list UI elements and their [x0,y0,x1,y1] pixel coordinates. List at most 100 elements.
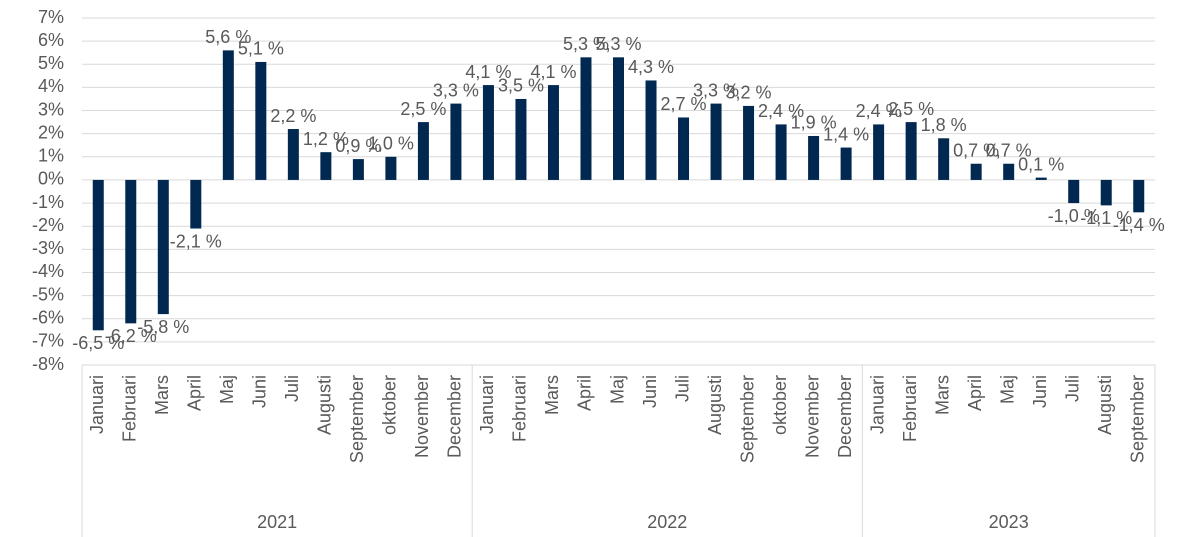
value-label: 1,0 % [368,134,414,154]
bar [287,129,299,180]
x-tick-label: December [835,375,855,458]
bar [840,147,852,180]
x-tick-label: April [965,375,985,411]
bar [450,103,462,180]
y-tick-label: -5% [32,284,64,304]
x-tick-label: September [1127,375,1147,463]
bar [970,163,982,180]
y-tick-label: 0% [38,169,64,189]
bar [385,156,397,180]
y-tick-label: 3% [38,99,64,119]
value-label: 3,3 % [433,80,479,100]
bar [613,57,624,180]
bar [743,105,755,180]
bar [1003,163,1015,180]
bar [775,124,787,180]
x-tick-label: Maj [607,375,627,404]
x-tick-label: Februari [120,375,140,442]
x-tick-label: Maj [217,375,237,404]
bar [320,152,332,180]
y-tick-label: -2% [32,215,64,235]
bar [1133,179,1145,213]
bar [710,103,722,180]
x-tick-label: oktober [770,375,790,435]
y-tick-label: -6% [32,307,64,327]
value-label: -1,0 % [1048,206,1100,226]
value-label: 5,3 % [563,34,609,54]
bar [1035,177,1047,180]
x-tick-label: Maj [997,375,1017,404]
value-label: 5,6 % [205,27,251,47]
value-label: 3,2 % [726,83,772,103]
value-label: 2,5 % [400,99,446,119]
value-label: 2,4 % [856,101,902,121]
bar [352,159,364,180]
value-label: 3,5 % [498,76,544,96]
value-label: -5,8 % [137,317,189,337]
y-tick-label: 6% [38,30,64,50]
value-label: 5,3 % [595,34,641,54]
value-label: 4,3 % [628,57,674,77]
value-label: 0,7 % [986,140,1032,160]
value-label: 1,9 % [791,113,837,133]
x-tick-label: Juli [282,375,302,402]
bar [580,57,592,180]
x-tick-label: Januari [867,375,887,434]
x-tick-label: November [802,375,822,458]
y-tick-label: 7% [38,7,64,27]
bar [92,179,104,331]
x-tick-label: Februari [900,375,920,442]
value-label: 5,1 % [238,39,284,59]
value-label: 3,3 % [693,80,739,100]
y-tick-label: 1% [38,146,64,166]
x-tick-label: Augusti [315,375,335,435]
y-tick-label: 4% [38,76,64,96]
bar [645,80,657,180]
x-tick-label: Augusti [1095,375,1115,435]
bar [482,85,494,180]
value-label: 1,4 % [823,124,869,144]
y-tick-label: -3% [32,238,64,258]
bar [873,124,885,180]
value-label: -6,5 % [72,333,124,353]
bar [808,135,820,180]
bar [222,50,234,180]
bar [125,179,137,324]
value-label: -1,1 % [1080,208,1132,228]
bar [190,179,202,229]
bar [157,179,169,315]
bar [678,117,690,180]
bar [1100,179,1112,206]
value-label: -2,1 % [170,231,222,251]
x-tick-label: Mars [542,375,562,415]
value-label: 0,7 % [953,140,999,160]
bar [255,61,267,180]
x-tick-label: September [737,375,757,463]
y-tick-label: -4% [32,261,64,281]
x-tick-label: Juli [672,375,692,402]
x-tick-label: Januari [87,375,107,434]
x-tick-label: Juni [1030,375,1050,408]
value-label: 2,4 % [758,101,804,121]
bar [417,122,429,180]
x-tick-label: oktober [380,375,400,435]
x-tick-label: September [347,375,367,463]
bar [515,98,527,180]
x-tick-label: Januari [477,375,497,434]
value-label: 4,1 % [465,62,511,82]
y-tick-label: -1% [32,192,64,212]
x-tick-label: Augusti [705,375,725,435]
bar [1068,179,1080,204]
y-tick-label: 5% [38,53,64,73]
value-label: 2,2 % [270,106,316,126]
group-label: 2023 [989,512,1029,532]
value-label: -6,2 % [105,326,157,346]
y-tick-label: -7% [32,331,64,351]
x-tick-label: Mars [152,375,172,415]
value-label: 2,7 % [661,94,707,114]
y-tick-label: 2% [38,122,64,142]
x-tick-label: Juni [250,375,270,408]
x-tick-label: April [575,375,595,411]
x-tick-label: Februari [510,375,530,442]
